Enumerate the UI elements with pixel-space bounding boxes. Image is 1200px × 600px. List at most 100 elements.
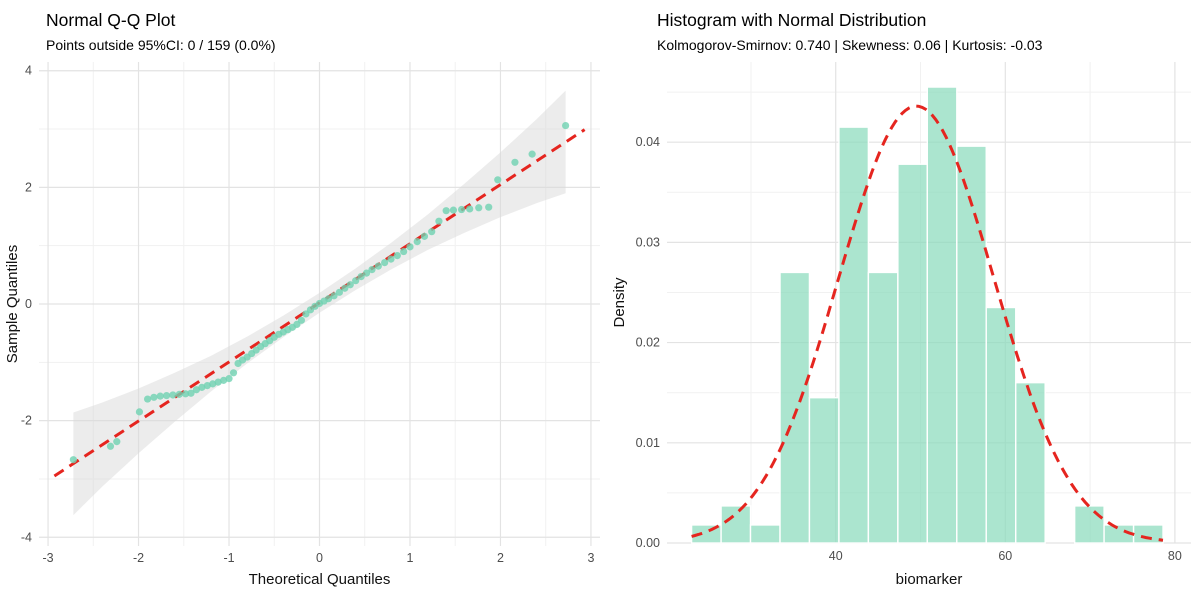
qq-point [449, 206, 458, 214]
hist-y-axis-title: Density [611, 277, 628, 328]
qq-point [181, 390, 190, 398]
histogram-bar [779, 271, 811, 544]
y-tick-label: -2 [21, 414, 32, 428]
qq-point [562, 121, 570, 130]
qq-point [381, 258, 389, 267]
normal-curve [691, 104, 1164, 542]
qq-point [352, 277, 360, 285]
histogram-title: Histogram with Normal Distribution [657, 10, 927, 30]
qq-point [346, 281, 354, 289]
qq-y-axis-title: Sample Quantiles [4, 245, 21, 363]
y-tick-label: 0.04 [636, 135, 660, 149]
qq-point [368, 265, 376, 274]
x-tick-label: 0 [316, 551, 323, 565]
qq-point [175, 390, 183, 398]
histogram-bar [720, 505, 752, 544]
x-tick-label: 60 [998, 549, 1012, 563]
qq-point [330, 292, 338, 300]
qq-point [187, 389, 195, 397]
qq-point [400, 247, 408, 256]
histogram-bar [956, 145, 987, 544]
x-tick-label: 40 [829, 549, 843, 563]
histogram-bar [926, 86, 958, 544]
qq-x-axis-title: Theoretical Quantiles [249, 571, 391, 588]
qq-point [528, 150, 536, 158]
qq-point [150, 393, 158, 401]
qq-point [169, 391, 177, 399]
qq-point [297, 316, 306, 324]
y-tick-label: 2 [25, 180, 32, 194]
x-tick-label: 2 [497, 551, 504, 565]
x-tick-label: -3 [42, 551, 53, 565]
histogram-bars [690, 86, 1164, 544]
qq-point [192, 386, 201, 394]
histogram-bar [749, 524, 781, 544]
qq-point [387, 255, 395, 263]
qq-point [341, 284, 349, 292]
histogram-plot: Histogram with Normal Distribution Kolmo… [600, 0, 1200, 600]
qq-point [511, 158, 519, 166]
histogram-bar [808, 396, 840, 544]
y-tick-label: 0.00 [636, 536, 660, 550]
histogram-bar [1015, 381, 1046, 544]
qq-plot-title: Normal Q-Q Plot [46, 10, 176, 30]
qq-point [113, 438, 121, 446]
qq-point [198, 383, 206, 391]
qq-point [203, 382, 211, 390]
qq-plot-subtitle: Points outside 95%CI: 0 / 159 (0.0%) [46, 37, 276, 53]
histogram-bar [897, 163, 929, 544]
qq-point [156, 392, 164, 400]
y-tick-label: 0.03 [636, 235, 660, 249]
qq-point [494, 176, 502, 184]
y-tick-label: 0.02 [636, 336, 660, 350]
qq-point [485, 203, 493, 211]
qq-point [335, 288, 344, 296]
qq-point [162, 391, 171, 400]
histogram-bar [867, 271, 899, 544]
x-tick-label: 80 [1168, 549, 1182, 563]
qq-point [324, 295, 333, 303]
y-tick-label: 0 [25, 297, 32, 311]
histogram-bar [838, 126, 870, 544]
qq-point [428, 228, 436, 236]
qq-point [420, 232, 429, 240]
histogram-subtitle: Kolmogorov-Smirnov: 0.740 | Skewness: 0.… [657, 37, 1043, 53]
qq-point [219, 376, 228, 384]
qq-point [362, 269, 371, 277]
qq-point [475, 204, 483, 212]
qq-point [374, 262, 382, 270]
qq-point [393, 252, 401, 260]
qq-plot: Normal Q-Q Plot Points outside 95%CI: 0 … [4, 10, 600, 588]
qq-point [406, 243, 414, 251]
qq-point [435, 217, 443, 225]
qq-point [135, 408, 144, 416]
qq-point [457, 205, 466, 214]
y-tick-label: 0.01 [636, 436, 660, 450]
qq-point [413, 238, 421, 246]
histogram-bar [985, 306, 1017, 544]
hist-x-axis-title: biomarker [896, 571, 963, 588]
x-tick-label: 3 [587, 551, 594, 565]
qq-point [466, 205, 474, 213]
qq-plot-canvas: -3 -2 -1 0 1 2 3 -4 -2 0 2 4 Theoretical Quantiles Sa… [4, 62, 600, 588]
qq-points [69, 121, 570, 464]
hist-tick-labels: 40 60 80 0.00 0.01 0.02 0.03 0.04 [636, 135, 1182, 563]
y-tick-label: 4 [25, 64, 32, 78]
qq-point [214, 378, 222, 386]
qq-point [442, 207, 450, 215]
histogram-canvas: 40 60 80 0.00 0.01 0.02 0.03 0.04 biomarker Densi… [611, 62, 1191, 588]
qq-point [143, 395, 152, 403]
qq-point [357, 272, 365, 281]
qq-tick-labels: -3 -2 -1 0 1 2 3 -4 -2 0 2 4 [21, 64, 595, 565]
qq-point [229, 369, 238, 377]
histogram-bar [1073, 505, 1105, 544]
y-tick-label: -4 [21, 530, 32, 544]
x-tick-label: -1 [223, 551, 234, 565]
x-tick-label: 1 [407, 551, 414, 565]
x-tick-label: -2 [133, 551, 144, 565]
qq-point [209, 380, 217, 388]
qq-point [69, 456, 77, 464]
qq-point [225, 375, 233, 383]
qq-point [106, 442, 115, 450]
